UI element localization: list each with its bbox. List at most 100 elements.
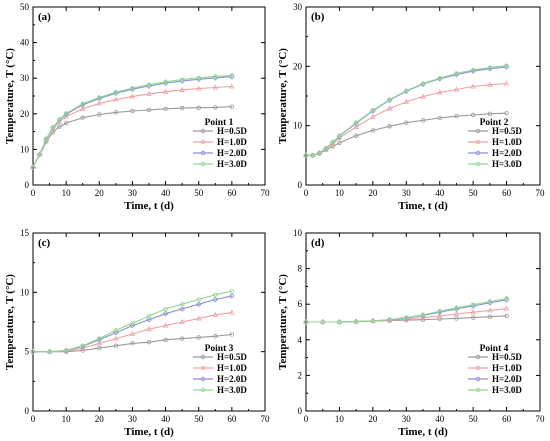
legend-title: Point 1 [205, 118, 234, 128]
legend-entry: H=3.0D [492, 159, 522, 169]
x-tick-label: 70 [261, 188, 271, 198]
x-tick-label: 10 [62, 188, 72, 198]
y-axis-title: Temperature, T (°C) [4, 48, 16, 144]
legend-entry: H=0.5D [217, 126, 247, 136]
legend-entry: H=3.0D [492, 385, 522, 395]
data-point [420, 93, 426, 99]
data-point [179, 302, 185, 307]
y-tick-label: 4 [298, 335, 303, 345]
y-tick-label: 0 [298, 180, 303, 190]
legend: Point 1H=0.5DH=1.0DH=2.0DH=3.0D [193, 118, 247, 169]
legend-swatch-marker [200, 150, 206, 156]
data-point [229, 73, 235, 78]
data-point [57, 117, 62, 122]
panel-label: (b) [311, 11, 325, 23]
data-point [129, 322, 136, 329]
legend-title: Point 4 [480, 344, 509, 354]
data-point [487, 299, 493, 304]
data-point [437, 75, 442, 81]
data-point [504, 111, 509, 116]
legend-entry: H=1.0D [217, 137, 247, 147]
data-point [113, 110, 119, 115]
data-point [163, 79, 168, 84]
legend-swatch-marker [475, 354, 481, 360]
data-point [196, 297, 201, 302]
y-tick-label: 10 [20, 144, 30, 154]
data-point [353, 123, 359, 129]
data-point [370, 128, 376, 133]
data-point [30, 164, 36, 170]
series-line-4 [33, 290, 233, 353]
legend: Point 4H=0.5DH=1.0DH=2.0DH=3.0D [468, 344, 522, 395]
data-point [44, 136, 49, 141]
x-axis-title: Time, t (d) [124, 200, 174, 212]
y-tick-label: 6 [298, 299, 303, 309]
y-tick-label: 10 [20, 287, 30, 297]
data-point [229, 104, 235, 109]
legend-entry: H=1.0D [492, 137, 522, 147]
data-point [130, 108, 135, 114]
data-point [146, 107, 152, 113]
y-axis-title: Temperature, T (°C) [4, 274, 16, 370]
data-point [163, 337, 168, 342]
legend-swatch-marker [200, 354, 206, 360]
data-point [437, 312, 443, 318]
data-point [212, 296, 219, 303]
data-point [437, 89, 443, 95]
data-point [113, 328, 119, 333]
data-point [37, 152, 42, 157]
data-point [196, 335, 201, 340]
x-tick-label: 0 [304, 188, 309, 198]
data-point [163, 106, 168, 112]
data-point [229, 332, 235, 337]
y-tick-label: 10 [293, 228, 303, 238]
data-point [113, 335, 119, 341]
y-tick-label: 5 [25, 347, 30, 357]
data-point [179, 318, 185, 324]
x-tick-label: 10 [335, 414, 345, 424]
data-point [487, 111, 493, 116]
legend-entry: H=0.5D [492, 126, 522, 136]
legend-swatch-marker [475, 128, 481, 134]
data-point [80, 105, 86, 111]
data-point [353, 319, 359, 324]
data-point [213, 74, 218, 79]
data-point [195, 301, 202, 308]
x-tick-label: 20 [368, 414, 378, 424]
data-point [57, 124, 62, 129]
x-tick-label: 30 [402, 188, 412, 198]
data-point [454, 316, 459, 321]
legend-entry: H=2.0D [217, 148, 247, 158]
y-axis-title: Temperature, T (°C) [277, 48, 289, 144]
data-point [146, 326, 152, 332]
legend: Point 2H=0.5DH=1.0DH=2.0DH=3.0D [468, 118, 522, 169]
y-axis-title: Temperature, T (°C) [277, 274, 289, 370]
chart-panel-1: 0 10 20 30 40 50 60 70 0 10 20 30 40 50 Time, t (d) Tem… [4, 2, 270, 212]
data-point [386, 105, 393, 111]
y-tick-label: 50 [20, 2, 30, 12]
data-point [420, 81, 426, 86]
legend-entry: H=2.0D [492, 148, 522, 158]
data-point [129, 330, 136, 336]
chart-panel-2: 0 10 20 30 40 50 60 70 0 10 20 30 Time, t (d) Tempera… [277, 2, 545, 212]
x-tick-label: 60 [502, 414, 512, 424]
x-tick-label: 10 [62, 414, 72, 424]
data-point [146, 316, 152, 323]
legend-entry: H=0.5D [217, 352, 247, 362]
data-point [80, 115, 85, 120]
y-tick-label: 0 [25, 180, 30, 190]
legend-swatch-marker [475, 365, 481, 371]
data-point [213, 292, 218, 297]
data-point [470, 315, 476, 320]
legend-entry: H=2.0D [217, 374, 247, 384]
data-point [310, 153, 315, 158]
data-point [487, 65, 493, 70]
y-tick-label: 10 [293, 121, 303, 131]
x-tick-label: 60 [502, 188, 512, 198]
x-tick-label: 40 [161, 188, 171, 198]
data-point [420, 118, 426, 123]
data-point [212, 84, 218, 90]
panel-label: (a) [38, 11, 51, 23]
data-point [404, 120, 409, 125]
data-point [404, 315, 409, 320]
